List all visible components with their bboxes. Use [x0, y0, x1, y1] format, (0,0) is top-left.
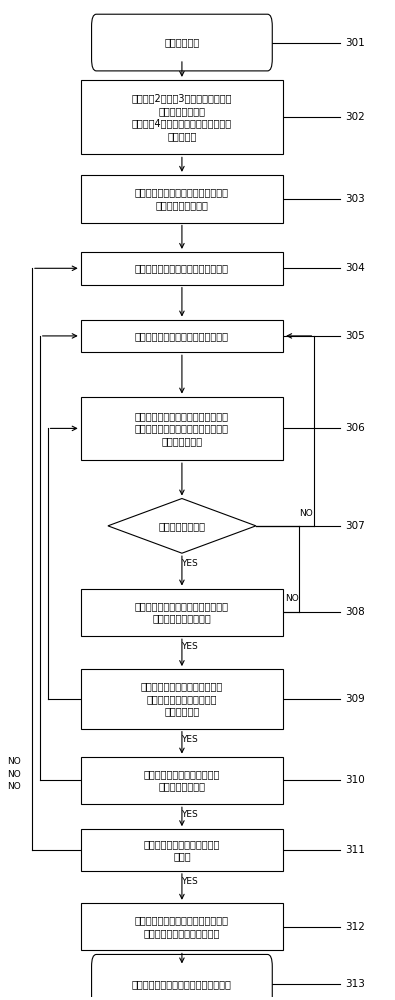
Polygon shape: [108, 499, 256, 553]
Text: YES: YES: [181, 559, 198, 568]
FancyBboxPatch shape: [81, 80, 283, 154]
Text: YES: YES: [181, 642, 198, 651]
Text: 307: 307: [346, 521, 365, 531]
FancyBboxPatch shape: [81, 397, 283, 460]
Text: 根据应用贪心算法的路径分配方案，
计算芯片的上限温度: 根据应用贪心算法的路径分配方案， 计算芯片的上限温度: [135, 187, 229, 210]
FancyBboxPatch shape: [81, 829, 283, 871]
FancyBboxPatch shape: [81, 175, 283, 223]
Text: YES: YES: [181, 735, 198, 744]
Text: 308: 308: [346, 607, 365, 617]
Text: 为选择的通信任务分配一个最短路径: 为选择的通信任务分配一个最短路径: [135, 331, 229, 341]
Text: 312: 312: [346, 922, 365, 932]
Text: YES: YES: [181, 810, 198, 819]
Text: NO: NO: [285, 594, 299, 603]
Text: 是否为所有通信任务进行了路
径分配: 是否为所有通信任务进行了路 径分配: [144, 839, 220, 861]
Text: 通过等式2和等式3，计算各个内核的
温度和功耗的关系
通过等式4，计算各个内核的功耗和通
信量的关系: 通过等式2和等式3，计算各个内核的 温度和功耗的关系 通过等式4，计算各个内核的…: [132, 94, 232, 141]
Text: YES: YES: [181, 877, 198, 886]
FancyBboxPatch shape: [81, 903, 283, 950]
FancyBboxPatch shape: [81, 669, 283, 729]
Text: 是否为选择的通信任务分配所
有可能的最短路径: 是否为选择的通信任务分配所 有可能的最短路径: [144, 769, 220, 792]
Text: 311: 311: [346, 845, 365, 855]
FancyBboxPatch shape: [92, 954, 272, 1000]
Text: 309: 309: [346, 694, 365, 704]
Text: 计算所有分配最后一个通信任务时保
存的路径分配方案的芯片温度: 计算所有分配最后一个通信任务时保 存的路径分配方案的芯片温度: [135, 915, 229, 938]
FancyBboxPatch shape: [81, 589, 283, 636]
Text: NO: NO: [299, 509, 312, 518]
Text: 选择一个分配上一个通信任务时保存
的路径分配方案作为已知条件，计算
芯片的下限温度: 选择一个分配上一个通信任务时保存 的路径分配方案作为已知条件，计算 芯片的下限温…: [135, 411, 229, 446]
FancyBboxPatch shape: [81, 757, 283, 804]
Text: 选择一个新的通信任务进行路径分配: 选择一个新的通信任务进行路径分配: [135, 263, 229, 273]
Text: 302: 302: [346, 112, 365, 122]
Text: 加入新的通信任务的路径分配情况，
保存新的路径分配方案: 加入新的通信任务的路径分配情况， 保存新的路径分配方案: [135, 601, 229, 624]
Text: 313: 313: [346, 979, 365, 989]
FancyBboxPatch shape: [81, 252, 283, 285]
Text: 303: 303: [346, 194, 365, 204]
Text: 310: 310: [346, 775, 365, 785]
Text: 301: 301: [346, 38, 365, 48]
Text: 306: 306: [346, 423, 365, 433]
Text: 读取芯片参数: 读取芯片参数: [164, 38, 199, 48]
FancyBboxPatch shape: [81, 320, 283, 352]
Text: 得到优化后的芯片温度和路径分配方案: 得到优化后的芯片温度和路径分配方案: [132, 979, 232, 989]
Text: NO
NO
NO: NO NO NO: [7, 757, 21, 791]
Text: 304: 304: [346, 263, 365, 273]
Text: 305: 305: [346, 331, 365, 341]
Text: 是否选择了所有分配上一个通信
任务时保存的路径分配方案
作为已知条件: 是否选择了所有分配上一个通信 任务时保存的路径分配方案 作为已知条件: [141, 681, 223, 716]
Text: 是否满足约束条件: 是否满足约束条件: [158, 521, 205, 531]
FancyBboxPatch shape: [92, 14, 272, 71]
